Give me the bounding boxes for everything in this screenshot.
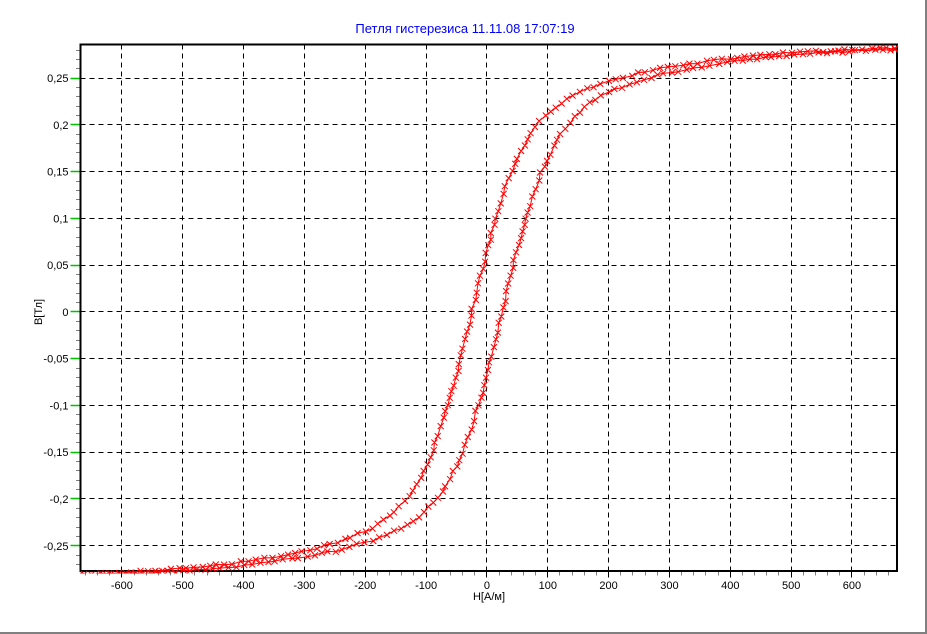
y-tick-label: 0,25 bbox=[47, 73, 68, 85]
chart-title: Петля гистерезиса 11.11.08 17:07:19 bbox=[355, 21, 575, 36]
y-tick-label: 0,15 bbox=[47, 167, 68, 179]
plot-frame bbox=[79, 43, 898, 572]
x-tick-label: 500 bbox=[782, 580, 800, 592]
y-tick-label: 0,05 bbox=[47, 260, 68, 272]
curve-markers-descending-branch bbox=[79, 44, 899, 574]
y-tick-label: -0,1 bbox=[50, 400, 69, 412]
x-tick-label: -200 bbox=[354, 580, 376, 592]
curve-group-descending-branch bbox=[79, 44, 899, 574]
y-tick-label: 0 bbox=[62, 307, 68, 319]
y-tick-label: -0,2 bbox=[50, 494, 69, 506]
x-tick-label: 400 bbox=[721, 580, 739, 592]
x-tick-label: 600 bbox=[843, 580, 861, 592]
x-tick-label: 300 bbox=[660, 580, 678, 592]
y-tick-label: -0,15 bbox=[43, 447, 68, 459]
y-tick-label: 0,1 bbox=[53, 213, 68, 225]
x-tick-label: -100 bbox=[415, 580, 437, 592]
x-tick-label: -500 bbox=[172, 580, 194, 592]
x-tick-label: -300 bbox=[293, 580, 315, 592]
x-tick-label: -600 bbox=[111, 580, 133, 592]
y-tick-label: -0,05 bbox=[43, 354, 68, 366]
hysteresis-curve-ascending-branch bbox=[106, 47, 896, 574]
x-tick-label: 0 bbox=[484, 580, 490, 592]
x-axis-label: H[А/м] bbox=[472, 591, 506, 603]
y-axis-label: B[Тл] bbox=[33, 298, 45, 326]
x-tick-label: 200 bbox=[599, 580, 617, 592]
x-tick-label: 100 bbox=[539, 580, 557, 592]
x-tick-label: -400 bbox=[233, 580, 255, 592]
y-tick-label: 0,2 bbox=[53, 120, 68, 132]
y-tick-label: -0,25 bbox=[43, 541, 68, 553]
